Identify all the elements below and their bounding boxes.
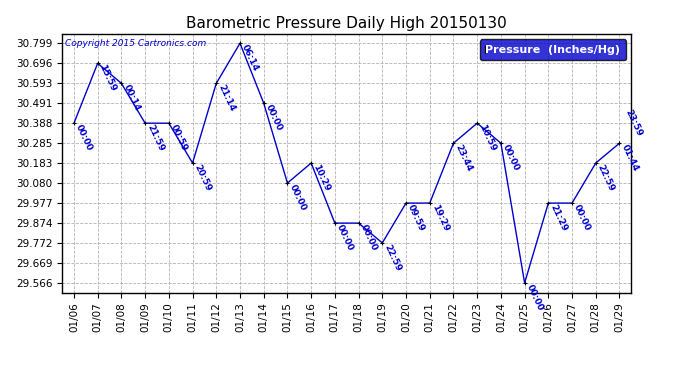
Text: 21:14: 21:14	[216, 83, 237, 113]
Text: 00:59: 00:59	[169, 123, 189, 153]
Text: 15:59: 15:59	[98, 63, 118, 93]
Text: 00:00: 00:00	[288, 183, 308, 212]
Text: 22:59: 22:59	[595, 163, 616, 193]
Text: 00:00: 00:00	[524, 283, 544, 312]
Legend: Pressure  (Inches/Hg): Pressure (Inches/Hg)	[480, 39, 626, 60]
Text: 22:59: 22:59	[382, 243, 402, 273]
Text: Copyright 2015 Cartronics.com: Copyright 2015 Cartronics.com	[65, 39, 206, 48]
Text: 09:59: 09:59	[406, 203, 426, 233]
Text: 00:00: 00:00	[264, 103, 284, 132]
Text: 19:29: 19:29	[430, 203, 450, 233]
Text: 06:14: 06:14	[240, 43, 260, 73]
Text: 20:59: 20:59	[193, 163, 213, 193]
Text: 00:00: 00:00	[74, 123, 94, 153]
Text: 23:59: 23:59	[623, 108, 643, 138]
Text: 10:29: 10:29	[311, 163, 331, 193]
Text: 00:00: 00:00	[572, 203, 592, 232]
Text: 00:00: 00:00	[335, 223, 355, 252]
Text: 23:44: 23:44	[453, 143, 474, 173]
Text: 10:59: 10:59	[477, 123, 497, 153]
Text: 00:14: 00:14	[121, 83, 141, 113]
Text: 21:29: 21:29	[549, 203, 569, 233]
Text: 00:00: 00:00	[359, 223, 379, 252]
Text: 21:59: 21:59	[145, 123, 166, 153]
Text: 00:00: 00:00	[501, 143, 521, 172]
Text: 01:44: 01:44	[620, 143, 640, 173]
Title: Barometric Pressure Daily High 20150130: Barometric Pressure Daily High 20150130	[186, 16, 507, 31]
